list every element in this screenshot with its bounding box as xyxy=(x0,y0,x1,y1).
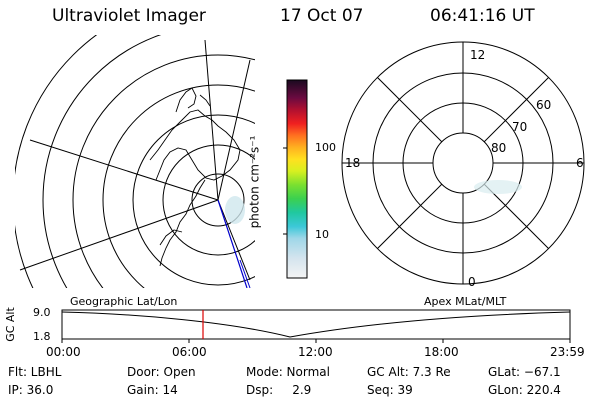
mlt-label-top: 12 xyxy=(470,48,486,62)
mlt-label-right: 6 xyxy=(576,156,584,170)
timeline-y-tick-high: 9.0 xyxy=(33,306,51,319)
info-seq: Seq: 39 xyxy=(367,383,413,397)
auroral-patch xyxy=(225,196,245,224)
polar-auroral-patch xyxy=(474,180,522,194)
timeline-left-caption: Geographic Lat/Lon xyxy=(70,295,178,308)
altitude-curve xyxy=(61,311,571,338)
app-title: Ultraviolet Imager xyxy=(52,6,206,26)
coastline xyxy=(149,87,241,267)
lat-label-70: 70 xyxy=(512,120,528,134)
info-flt: Flt: LBHL xyxy=(8,365,62,379)
timeline-x-tick-2: 12:00 xyxy=(298,345,333,359)
info-gain: Gain: 14 xyxy=(127,383,178,397)
latitude-grid-lines xyxy=(15,35,255,288)
timeline-y-tick-low: 1.8 xyxy=(33,330,51,343)
colorbar xyxy=(283,79,308,279)
mlt-meridians xyxy=(342,42,584,284)
info-glon: GLon: 220.4 xyxy=(488,383,561,397)
timeline-panel xyxy=(61,309,571,343)
info-ip: IP: 36.0 xyxy=(8,383,54,397)
observation-time: 06:41:16 UT xyxy=(430,6,535,26)
mlt-label-bottom: 0 xyxy=(468,275,476,289)
colorbar-tick-100: 100 xyxy=(315,141,336,154)
timeline-right-caption: Apex MLat/MLT xyxy=(424,295,507,308)
x-tick-marks xyxy=(61,339,571,343)
polar-plot xyxy=(341,41,585,285)
timeline-x-tick-3: 18:00 xyxy=(424,345,459,359)
timeline-x-tick-1: 06:00 xyxy=(172,345,207,359)
geographic-map xyxy=(15,35,255,288)
timeline-x-tick-4: 23:59 xyxy=(550,345,585,359)
mlt-label-left: 18 xyxy=(345,156,361,170)
observation-date: 17 Oct 07 xyxy=(280,6,364,26)
info-door: Door: Open xyxy=(127,365,196,379)
info-glat: GLat: −67.1 xyxy=(488,365,561,379)
lat-label-80: 80 xyxy=(491,141,507,155)
info-mode: Mode: Normal xyxy=(246,365,330,379)
colorbar-tick-10: 10 xyxy=(315,228,329,241)
track-line-2 xyxy=(239,259,251,288)
info-dsp: Dsp: 2.9 xyxy=(246,383,312,397)
timeline-x-tick-0: 00:00 xyxy=(46,345,81,359)
lat-label-60: 60 xyxy=(536,98,552,112)
track-line xyxy=(217,199,248,288)
colorbar-unit-label: photon cm⁻²s⁻¹ xyxy=(247,135,262,229)
info-gc-alt: GC Alt: 7.3 Re xyxy=(367,365,451,379)
timeline-y-axis-label: GC Alt xyxy=(3,307,17,342)
